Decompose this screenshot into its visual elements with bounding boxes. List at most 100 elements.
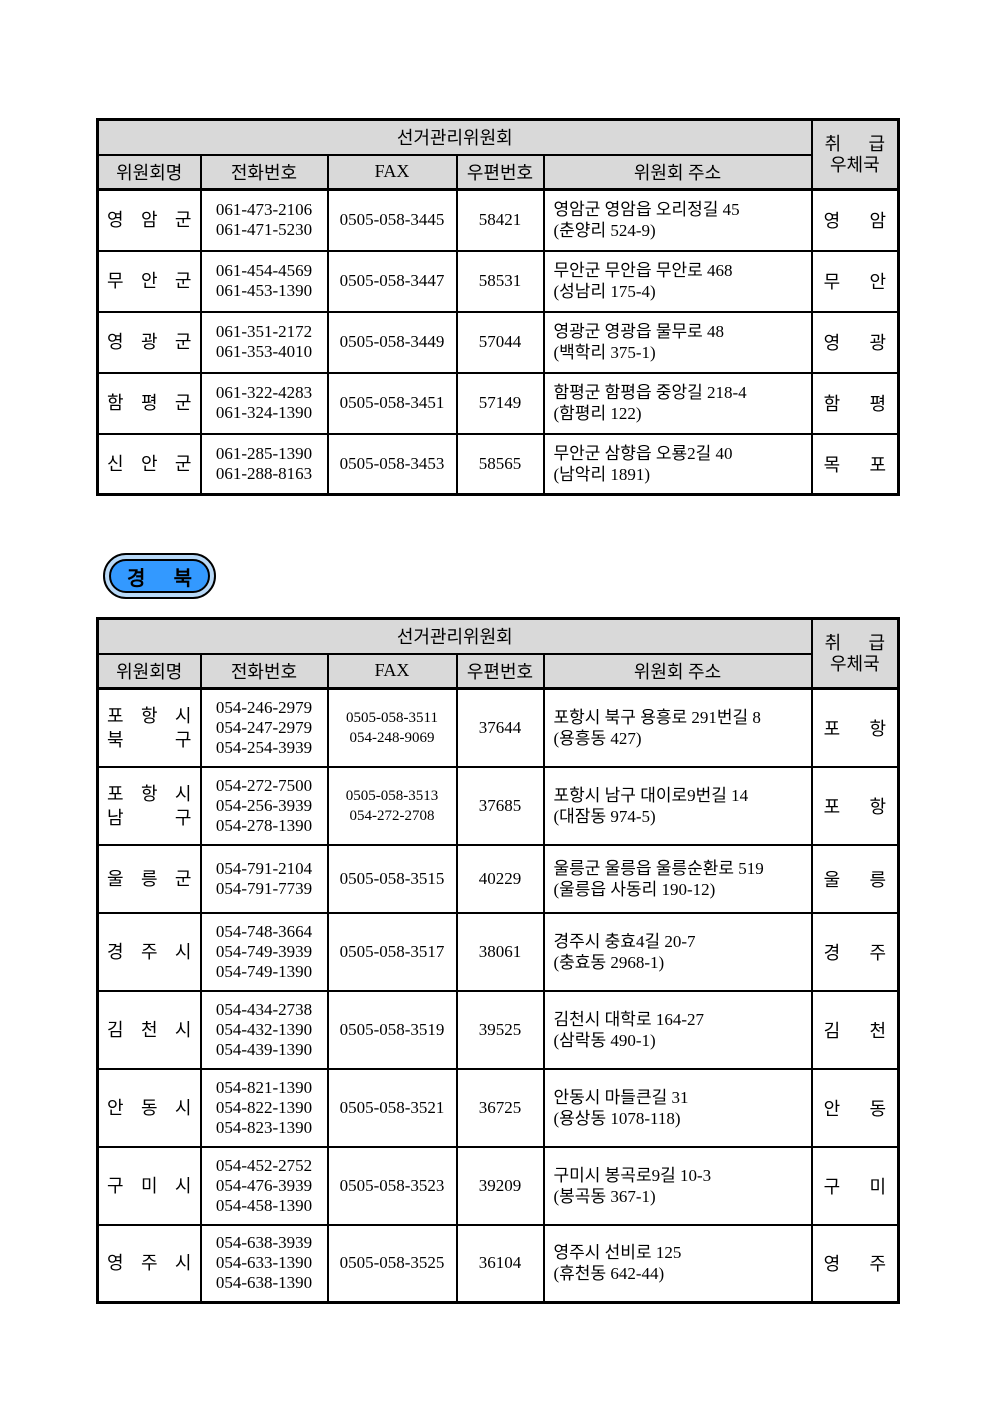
post-office-cell: 포 항	[810, 765, 900, 846]
post-office-cell: 영 주	[810, 1223, 900, 1304]
phone-line: 054-458-1390	[215, 1195, 313, 1215]
post-office-cell: 안 동	[810, 1067, 900, 1148]
address-line: (함평리 122)	[553, 404, 642, 423]
committee-name: 신 안 군	[107, 453, 192, 474]
address-line: 경주시 충효4길 20-7	[553, 931, 696, 951]
header-col-committee-name: 위원회명	[96, 652, 202, 690]
committee-table-gyeongbuk: 선거관리위원회 취 급 우체국 위원회명 전화번호 FAX 우편번호 위원회 주…	[96, 617, 901, 1304]
fax-line: 0505-058-3521	[339, 1097, 445, 1117]
fax-line: 054-248-9069	[349, 729, 435, 746]
address-cell: 무안군 무안읍 무안로 468 (성남리 175-4)	[542, 249, 813, 313]
phone-line: 054-791-2104	[215, 858, 313, 878]
header-group-title: 선거관리위원회	[96, 118, 813, 156]
phone-line: 054-439-1390	[215, 1039, 313, 1059]
header-col-committee-name: 위원회명	[96, 153, 202, 191]
table-row: 경 주 시 054-748-3664 054-749-3939 054-749-13…	[96, 911, 900, 992]
address-line: (울릉읍 사동리 190-12)	[553, 879, 716, 899]
table-row: 안 동 시 054-821-1390 054-822-1390 054-823-13…	[96, 1067, 900, 1148]
address-cell: 안동시 마들큰길 31 (용상동 1078-118)	[542, 1067, 813, 1148]
fax-line: 0505-058-3519	[339, 1019, 445, 1039]
phone-line: 054-434-2738	[215, 999, 313, 1019]
address-cell: 김천시 대학로 164-27 (삼락동 490-1)	[542, 989, 813, 1070]
address-line: 영주시 선비로 125	[553, 1243, 682, 1263]
postal-code-cell: 58531	[455, 249, 545, 313]
post-office-header-line2: 우체국	[829, 154, 880, 175]
address-cell: 포항시 북구 용흥로 291번길 8 (용흥동 427)	[542, 687, 813, 768]
address-cell: 영암군 영암읍 오리정길 45 (춘양리 524-9)	[542, 188, 813, 252]
phone-line: 061-453-1390	[215, 281, 313, 300]
address-cell: 영주시 선비로 125 (휴천동 642-44)	[542, 1223, 813, 1304]
address-cell: 구미시 봉곡로9길 10-3 (봉곡동 367-1)	[542, 1145, 813, 1226]
phone-cell: 054-272-7500 054-256-3939 054-278-1390	[199, 765, 329, 846]
address-line: (용흥동 427)	[553, 728, 642, 748]
committee-name: 영 암 군	[107, 210, 192, 231]
postal-code-cell: 38061	[455, 911, 545, 992]
fax-line: 0505-058-3513	[345, 787, 439, 804]
postal-code-cell: 36725	[455, 1067, 545, 1148]
address-line: (충효동 2968-1)	[553, 952, 665, 972]
table-row: 영 암 군 061-473-2106 061-471-5230 0505-058-…	[96, 188, 900, 252]
phone-cell: 061-351-2172 061-353-4010	[199, 310, 329, 374]
phone-line: 061-471-5230	[215, 220, 313, 240]
address-line: 안동시 마들큰길 31	[553, 1087, 689, 1107]
phone-cell: 054-748-3664 054-749-3939 054-749-1390	[199, 911, 329, 992]
post-office-name: 함 평	[823, 394, 887, 414]
table-row: 김 천 시 054-434-2738 054-432-1390 054-439-13…	[96, 989, 900, 1070]
fax-cell: 0505-058-3519	[326, 989, 458, 1070]
phone-line: 061-285-1390	[215, 443, 313, 463]
header-col-phone: 전화번호	[199, 153, 329, 191]
header-col-postal: 우편번호	[455, 153, 545, 191]
fax-cell: 0505-058-3521	[326, 1067, 458, 1148]
post-office-cell: 목 포	[810, 432, 900, 496]
committee-name-cell: 구 미 시	[96, 1145, 202, 1226]
committee-name: 구 미 시	[107, 1175, 192, 1196]
header-columns-row: 위원회명 전화번호 FAX 우편번호 위원회 주소	[96, 652, 899, 690]
committee-name-cell: 경 주 시	[96, 911, 202, 992]
phone-line: 054-748-3664	[215, 921, 313, 941]
phone-line: 061-322-4283	[215, 383, 313, 402]
phone-cell: 061-454-4569 061-453-1390	[199, 249, 329, 313]
phone-line: 054-821-1390	[215, 1077, 313, 1097]
committee-name: 김 천 시	[107, 1019, 192, 1040]
header-col-address: 위원회 주소	[542, 652, 813, 690]
phone-cell: 054-821-1390 054-822-1390 054-823-1390	[199, 1067, 329, 1148]
phone-line: 061-324-1390	[215, 403, 313, 422]
header-columns-row: 위원회명 전화번호 FAX 우편번호 위원회 주소	[96, 153, 899, 191]
header-col-postal: 우편번호	[455, 652, 545, 690]
header-group-row: 선거관리위원회 취 급 우체국	[96, 617, 900, 690]
committee-name-cell: 영 암 군	[96, 188, 202, 252]
phone-line: 054-432-1390	[215, 1019, 313, 1039]
phone-line: 054-822-1390	[215, 1097, 313, 1117]
phone-line: 061-473-2106	[215, 200, 313, 220]
committee-name-cell: 영 광 군	[96, 310, 202, 374]
phone-line: 061-454-4569	[215, 261, 313, 280]
fax-line: 0505-058-3523	[339, 1175, 445, 1195]
address-line: 영암군 영암읍 오리정길 45	[553, 200, 740, 220]
region-badge-inner: 경 북	[109, 559, 210, 593]
address-line: 포항시 북구 용흥로 291번길 8	[553, 707, 761, 727]
phone-cell: 054-791-2104 054-791-7739	[199, 843, 329, 914]
fax-line: 0505-058-3449	[339, 332, 445, 351]
post-office-cell: 영 암	[810, 188, 900, 252]
address-line: (남악리 1891)	[553, 464, 651, 484]
address-line: 포항시 남구 대이로9번길 14	[553, 785, 749, 805]
address-cell: 함평군 함평읍 중앙길 218-4 (함평리 122)	[542, 371, 813, 435]
committee-name: 울 릉 군	[107, 868, 192, 889]
committee-name-cell: 신 안 군	[96, 432, 202, 496]
post-office-name: 포 항	[823, 796, 887, 817]
phone-cell: 054-452-2752 054-476-3939 054-458-1390	[199, 1145, 329, 1226]
address-line: 김천시 대학로 164-27	[553, 1009, 705, 1029]
address-line: 영광군 영광읍 물무로 48	[553, 322, 725, 341]
post-office-cell: 무 안	[810, 249, 900, 313]
committee-name-cell: 김 천 시	[96, 989, 202, 1070]
committee-name-cell: 영 주 시	[96, 1223, 202, 1304]
post-office-name: 안 동	[823, 1098, 887, 1119]
post-office-header-line1: 취 급	[824, 133, 886, 154]
postal-code-cell: 37685	[455, 765, 545, 846]
header-col-post-office: 취 급 우체국	[810, 617, 900, 690]
committee-table-top: 선거관리위원회 취 급 우체국 위원회명 전화번호 FAX 우편번호 위원회 주…	[96, 118, 901, 496]
address-cell: 울릉군 울릉읍 울릉순환로 519 (울릉읍 사동리 190-12)	[542, 843, 813, 914]
address-line: 함평군 함평읍 중앙길 218-4	[553, 383, 747, 402]
